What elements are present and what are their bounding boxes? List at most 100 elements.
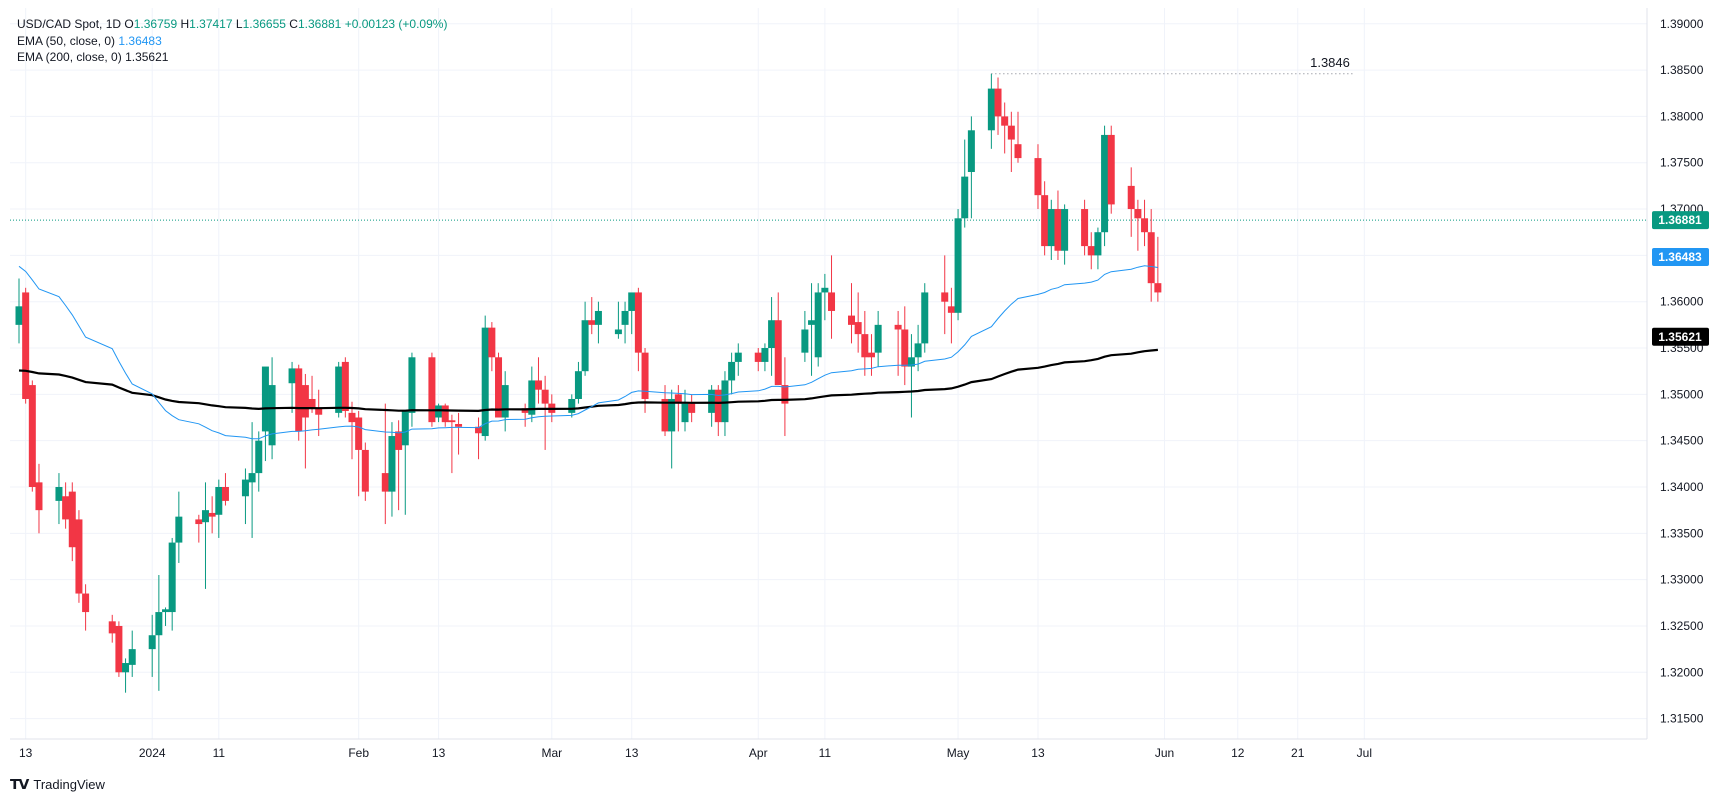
y-tick-label: 1.34500 [1660, 434, 1704, 448]
change-value: +0.00123 (+0.09%) [344, 17, 448, 31]
candle-down [441, 405, 449, 423]
candle-down [1147, 232, 1155, 284]
x-tick-label: Jul [1357, 746, 1372, 760]
x-tick-label: 13 [19, 746, 33, 760]
close-value: 1.36881 [297, 17, 342, 31]
candle-down [1007, 125, 1015, 140]
candle-down [661, 398, 669, 432]
candle-up [1061, 209, 1069, 251]
candle-down [82, 593, 90, 613]
candle-down [754, 352, 762, 362]
candle-down [828, 292, 836, 311]
x-tick-label: Mar [541, 746, 562, 760]
price-badge-label-ema50: 1.36483 [1658, 250, 1702, 264]
candle-up [288, 368, 296, 384]
candle-down [1014, 144, 1022, 159]
low-value: 1.36655 [242, 17, 286, 31]
candle-up [621, 310, 629, 325]
candle-up [681, 403, 689, 423]
x-tick-label: 21 [1291, 746, 1305, 760]
candle-up [168, 542, 176, 613]
candle-down [355, 417, 363, 450]
candle-up [821, 287, 829, 293]
candle-down [674, 394, 682, 404]
candles [15, 73, 1162, 693]
candle-down [115, 625, 123, 673]
candle-down [1001, 116, 1009, 126]
candle-up [241, 479, 249, 497]
tradingview-logo[interactable]: 𝗧𝗩 TradingView [10, 776, 105, 793]
candle-down [947, 306, 955, 313]
candle-up [728, 361, 736, 381]
candle-up [668, 398, 676, 432]
candle-down [395, 431, 403, 450]
candle-down [867, 352, 875, 358]
candle-down [1134, 209, 1142, 219]
candle-down [22, 292, 30, 399]
candle-down [1041, 195, 1049, 247]
candle-up [614, 329, 622, 335]
high-annotation: 1.3846 [991, 55, 1355, 75]
candle-up [967, 130, 975, 172]
candle-down [521, 408, 529, 413]
ema50-label: EMA (50, close, 0) [17, 33, 116, 48]
candle-up [814, 292, 822, 358]
candle-down [1034, 158, 1042, 196]
y-tick-label: 1.31500 [1660, 712, 1704, 726]
candle-up [528, 380, 536, 415]
candle-down [62, 496, 70, 520]
x-tick-label: May [947, 746, 970, 760]
candle-down [195, 519, 203, 525]
y-tick-label: 1.33500 [1660, 526, 1704, 540]
candle-down [35, 482, 43, 511]
symbol-label[interactable]: USD/CAD Spot, 1D [17, 17, 122, 31]
x-tick-label: 13 [1031, 746, 1045, 760]
candle-up [215, 486, 223, 515]
open-label: O [124, 17, 134, 31]
candle-up [594, 310, 602, 325]
candle-up [15, 306, 23, 325]
y-tick-label: 1.32000 [1660, 665, 1704, 679]
candle-down [308, 398, 316, 409]
price-badges: 1.36881 1.36483 1.35621 [1652, 211, 1709, 346]
candle-down [588, 320, 596, 325]
candle-down [1087, 246, 1095, 256]
price-badge-ema50 [1652, 247, 1709, 266]
candle-up [248, 473, 256, 483]
candle-up [914, 343, 922, 358]
candle-down [714, 389, 722, 423]
candle-up [148, 635, 156, 650]
candle-down [1127, 185, 1135, 210]
candle-up [907, 357, 915, 367]
candle-up [574, 371, 582, 399]
low-label: L [235, 17, 243, 31]
chart-legend: USD/CAD Spot, 1D O1.36759 H1.37417 L1.36… [17, 16, 447, 66]
candle-down [295, 368, 303, 432]
legend-row-ema200[interactable]: EMA (200, close, 0) 1.35621 [17, 49, 447, 66]
x-tick-label: 13 [432, 746, 446, 760]
candle-up [734, 352, 742, 362]
candle-down [1081, 209, 1089, 247]
candle-down [361, 449, 369, 492]
candle-up [801, 329, 809, 353]
legend-row-ema50[interactable]: EMA (50, close, 0) 1.36483 [17, 33, 447, 50]
candle-up [874, 324, 882, 353]
candle-up [708, 389, 716, 413]
candle-down [428, 357, 436, 423]
ema50-line [18, 265, 1158, 440]
candle-up [1101, 134, 1109, 233]
ema200-value: 1.35621 [125, 50, 169, 64]
candle-down [221, 486, 229, 501]
ema50-value: 1.36483 [118, 33, 162, 48]
candle-down [381, 473, 389, 492]
y-tick-label: 1.37500 [1660, 156, 1704, 170]
close-label: C [289, 17, 298, 31]
candle-up [761, 348, 769, 362]
candle-down [301, 385, 309, 418]
candle-up [1094, 232, 1102, 256]
price-badge-close [1652, 211, 1709, 230]
candle-up [721, 380, 729, 423]
candle-down [455, 423, 463, 427]
ema200-label: EMA (200, close, 0) [17, 50, 122, 64]
